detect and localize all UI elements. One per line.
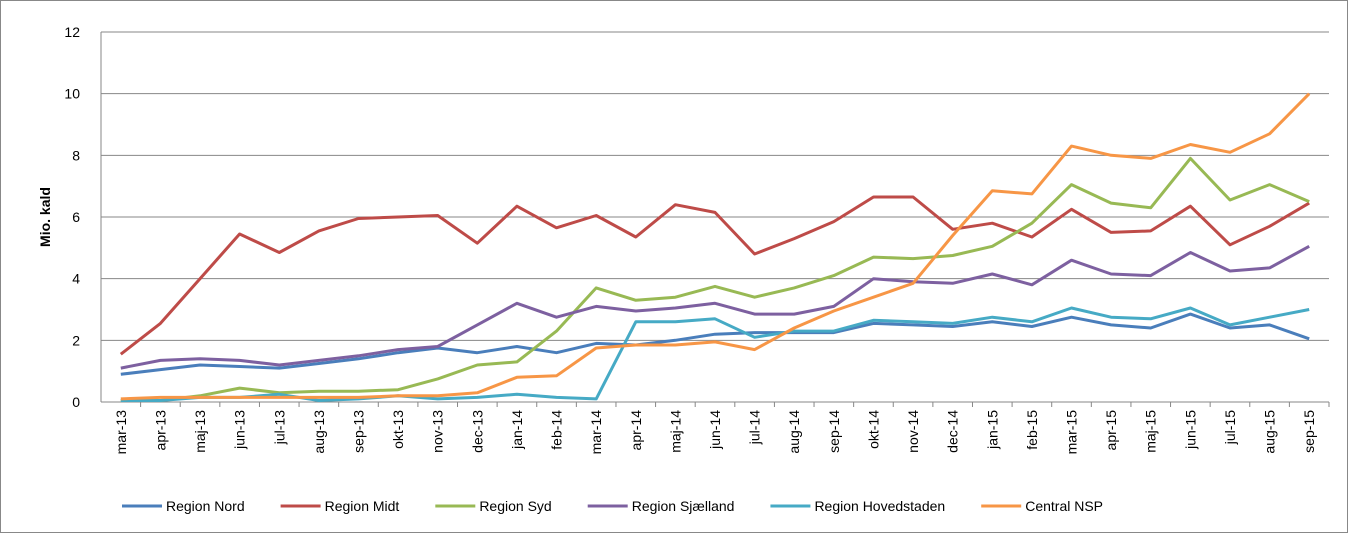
x-tick-label: sep-14 <box>826 410 842 453</box>
x-tick-label: jun-13 <box>232 410 248 450</box>
y-tick-label: 8 <box>72 147 80 163</box>
x-tick-label: feb-14 <box>549 410 565 450</box>
x-tick-label: aug-15 <box>1262 410 1278 454</box>
legend-label: Region Midt <box>325 498 400 514</box>
x-tick-label: jun-15 <box>1182 410 1198 450</box>
x-tick-label: maj-13 <box>192 410 208 453</box>
x-tick-label: jan-14 <box>509 410 525 450</box>
legend-label: Central NSP <box>1025 498 1103 514</box>
x-tick-label: jan-15 <box>984 410 1000 450</box>
y-axis-label: Mio. kald <box>37 187 53 247</box>
x-tick-label: jul-15 <box>1222 410 1238 445</box>
series-line <box>119 195 1310 356</box>
x-tick-label: sep-13 <box>350 410 366 453</box>
x-tick-label: feb-15 <box>1024 410 1040 450</box>
x-tick-label: mar-14 <box>588 410 604 455</box>
x-tick-label: okt-14 <box>865 410 881 449</box>
x-tick-label: nov-14 <box>905 410 921 453</box>
x-tick-label: aug-13 <box>311 410 327 454</box>
legend-label: Region Hovedstaden <box>814 498 945 514</box>
x-tick-label: okt-13 <box>390 410 406 449</box>
x-tick-label: jul-14 <box>747 410 763 445</box>
x-tick-label: maj-14 <box>667 410 683 453</box>
legend-label: Region Nord <box>166 498 245 514</box>
x-tick-label: maj-15 <box>1143 410 1159 453</box>
x-tick-label: jun-14 <box>707 410 723 450</box>
x-tick-label: dec-13 <box>469 410 485 453</box>
y-tick-label: 0 <box>72 394 80 410</box>
legend-label: Region Syd <box>479 498 551 514</box>
x-tick-label: dec-14 <box>945 410 961 453</box>
series-line <box>120 306 1310 402</box>
x-tick-label: apr-15 <box>1103 410 1119 451</box>
x-tick-label: apr-13 <box>152 410 168 451</box>
series-line <box>120 156 1310 402</box>
y-tick-label: 2 <box>72 332 80 348</box>
y-tick-label: 10 <box>64 86 80 102</box>
y-tick-label: 12 <box>64 24 80 40</box>
y-tick-label: 4 <box>72 271 80 287</box>
y-tick-label: 6 <box>72 209 80 225</box>
x-tick-label: aug-14 <box>786 410 802 454</box>
x-tick-label: sep-15 <box>1301 410 1317 453</box>
x-tick-label: mar-15 <box>1064 410 1080 455</box>
x-tick-label: nov-13 <box>430 410 446 453</box>
x-tick-label: apr-14 <box>628 410 644 451</box>
series-line <box>120 312 1310 376</box>
legend-label: Region Sjælland <box>632 498 735 514</box>
x-tick-label: jul-13 <box>271 410 287 445</box>
series-line <box>120 244 1310 370</box>
x-tick-label: mar-13 <box>113 410 129 455</box>
series-line <box>120 92 1311 401</box>
